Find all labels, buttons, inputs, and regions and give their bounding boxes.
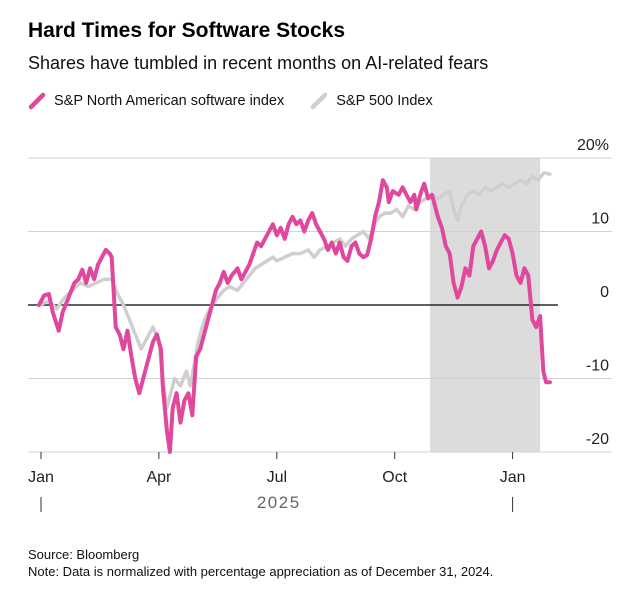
y-tick-label-3: -10 <box>586 358 609 375</box>
x-tick-label-4: Jan <box>500 469 526 486</box>
series-line-sp500 <box>37 170 552 410</box>
y-tick-label-4: -20 <box>586 431 609 448</box>
x-tick-label-3: Oct <box>382 469 407 486</box>
chart-title: Hard Times for Software Stocks <box>28 19 346 42</box>
legend-swatch-sp500 <box>310 92 328 110</box>
legend-label-software: S&P North American software index <box>54 93 285 109</box>
legend-item-sp500: S&P 500 Index <box>310 92 433 110</box>
note-text: Note: Data is normalized with percentage… <box>28 564 494 579</box>
x-tick-label-0: Jan <box>28 469 54 486</box>
x-tick-label-1: Apr <box>146 469 172 486</box>
source-note: Source: Bloomberg Note: Data is normaliz… <box>28 546 493 580</box>
legend: S&P North American software index S&P 50… <box>28 90 459 112</box>
legend-label-sp500: S&P 500 Index <box>336 93 433 109</box>
x-axis-year-label: 2025 <box>257 493 301 512</box>
legend-item-software: S&P North American software index <box>28 92 284 110</box>
source-text: Source: Bloomberg <box>28 547 140 562</box>
chart-subtitle: Shares have tumbled in recent months on … <box>28 53 489 73</box>
x-tick-label-2: Jul <box>267 469 287 486</box>
series-line-software <box>37 178 552 454</box>
legend-swatch-software <box>28 92 46 110</box>
y-tick-label-0: 20% <box>577 137 609 154</box>
y-tick-label-2: 0 <box>600 284 609 301</box>
y-tick-label-1: 10 <box>591 211 609 228</box>
